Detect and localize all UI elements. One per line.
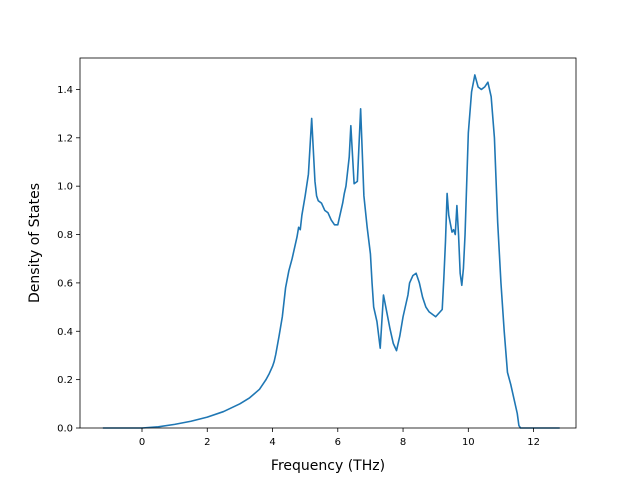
y-tick-label: 1.0: [57, 182, 73, 193]
y-tick-label: 0.8: [57, 230, 73, 241]
y-tick-label: 1.2: [57, 133, 73, 144]
y-tick-label: 1.4: [57, 85, 73, 96]
y-tick-label: 0.0: [57, 424, 73, 435]
dos-series-line: [102, 74, 560, 429]
plot-area: [80, 58, 576, 428]
y-tick-label: 0.6: [57, 278, 73, 289]
x-axis-ticks: 0 2 4 6 8 10 12: [139, 428, 540, 448]
x-tick-label: 8: [400, 437, 406, 448]
plot-frame: [79, 57, 577, 429]
x-tick-label: 0: [139, 437, 145, 448]
x-tick-label: 6: [335, 437, 341, 448]
x-tick-label: 10: [462, 437, 475, 448]
y-axis-label: Density of States: [27, 183, 43, 303]
x-tick-label: 4: [269, 437, 275, 448]
series-layer: [102, 74, 560, 429]
y-tick-label: 0.4: [57, 327, 73, 338]
y-tick-label: 0.2: [57, 375, 73, 386]
x-tick-label: 2: [204, 437, 210, 448]
y-axis-ticks: 0.0 0.2 0.4 0.6 0.8 1.0 1.2 1.4: [57, 85, 80, 435]
x-axis-label: Frequency (THz): [271, 458, 385, 474]
x-tick-label: 12: [527, 437, 540, 448]
